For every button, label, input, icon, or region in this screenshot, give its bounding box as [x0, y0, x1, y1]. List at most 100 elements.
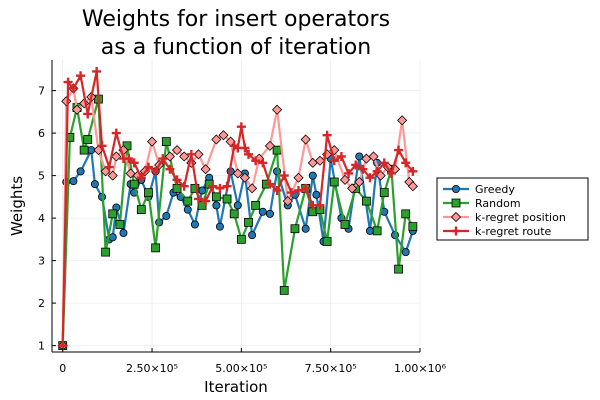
data-point	[394, 145, 404, 155]
chart-title-line-2: as a function of iteration	[101, 35, 371, 60]
legend-label: k-regret position	[475, 211, 566, 224]
data-point	[111, 151, 122, 162]
data-point	[111, 128, 121, 138]
data-point	[265, 179, 275, 189]
data-point	[247, 183, 258, 194]
data-point	[179, 181, 189, 191]
plot-area	[57, 66, 418, 351]
data-point	[212, 201, 221, 210]
legend-swatch-marker	[451, 198, 461, 208]
data-point	[83, 135, 93, 144]
x-tick-label: 0	[59, 362, 66, 375]
data-point	[336, 151, 346, 161]
data-point	[286, 188, 296, 198]
data-point	[251, 156, 261, 166]
data-point	[63, 77, 73, 87]
data-point	[151, 166, 161, 176]
data-point	[79, 145, 89, 155]
data-point	[401, 158, 411, 168]
data-point	[282, 196, 293, 207]
data-point	[171, 145, 183, 156]
data-point	[161, 137, 171, 147]
data-point	[279, 285, 289, 295]
y-tick-label: 3	[38, 255, 45, 268]
data-point	[129, 158, 139, 168]
data-point	[101, 247, 110, 257]
data-point	[244, 149, 254, 159]
data-point	[279, 171, 289, 181]
data-point	[347, 183, 358, 194]
data-point	[183, 196, 193, 206]
data-point	[339, 174, 351, 185]
data-point	[136, 205, 146, 215]
legend-label: Random	[475, 197, 521, 210]
data-point	[362, 196, 371, 206]
data-point	[69, 177, 78, 186]
data-point	[183, 205, 192, 214]
data-point	[215, 183, 225, 193]
y-tick-label: 5	[38, 170, 45, 183]
data-point	[90, 180, 99, 189]
legend-swatch-marker	[450, 211, 462, 223]
data-point	[301, 183, 311, 193]
data-point	[108, 209, 118, 219]
data-point	[386, 168, 396, 178]
series-3	[58, 66, 418, 351]
legend-label: Greedy	[475, 183, 515, 196]
data-point	[397, 115, 408, 126]
legend-swatch-marker	[451, 184, 460, 193]
x-axis-label: Iteration	[204, 378, 268, 396]
data-point	[365, 173, 375, 183]
data-point	[144, 188, 153, 198]
data-point	[239, 172, 250, 183]
data-point	[258, 158, 268, 168]
data-point	[229, 209, 239, 219]
data-point	[401, 248, 410, 257]
data-point	[272, 104, 283, 115]
data-point	[294, 185, 304, 195]
data-point	[201, 196, 211, 206]
data-point	[407, 181, 418, 192]
data-point	[329, 177, 339, 187]
data-point	[258, 207, 267, 216]
data-point	[193, 149, 204, 160]
data-point	[344, 168, 354, 178]
data-point	[240, 143, 250, 153]
data-point	[272, 145, 282, 155]
legend-label: k-regret route	[475, 225, 552, 238]
data-point	[186, 149, 196, 159]
data-point	[92, 66, 102, 76]
data-point	[293, 172, 304, 183]
data-point	[248, 231, 257, 240]
data-point	[265, 209, 274, 218]
data-point	[71, 104, 83, 115]
data-point	[340, 220, 350, 229]
data-point	[211, 192, 221, 202]
x-tick-label: 2.50×10⁵	[126, 362, 178, 375]
data-point	[232, 168, 243, 179]
data-point	[244, 217, 253, 227]
data-point	[329, 156, 339, 166]
y-axis-label: Weights	[8, 176, 26, 236]
y-tick-label: 6	[38, 127, 45, 140]
y-tick-label: 1	[38, 340, 45, 353]
data-point	[408, 166, 418, 176]
data-point	[119, 228, 128, 237]
data-point	[68, 83, 78, 93]
data-point	[308, 171, 317, 180]
y-tick-label: 4	[38, 212, 45, 225]
data-point	[104, 162, 114, 172]
data-point	[322, 130, 332, 140]
data-point	[322, 237, 332, 246]
data-point	[97, 141, 107, 151]
data-point	[151, 243, 161, 253]
data-point	[83, 109, 93, 119]
data-point	[251, 200, 261, 210]
chart-title-line-1: Weights for insert operators	[82, 7, 390, 32]
data-point	[76, 71, 86, 81]
data-point	[394, 264, 403, 274]
data-point	[358, 164, 368, 174]
data-point	[198, 186, 207, 195]
